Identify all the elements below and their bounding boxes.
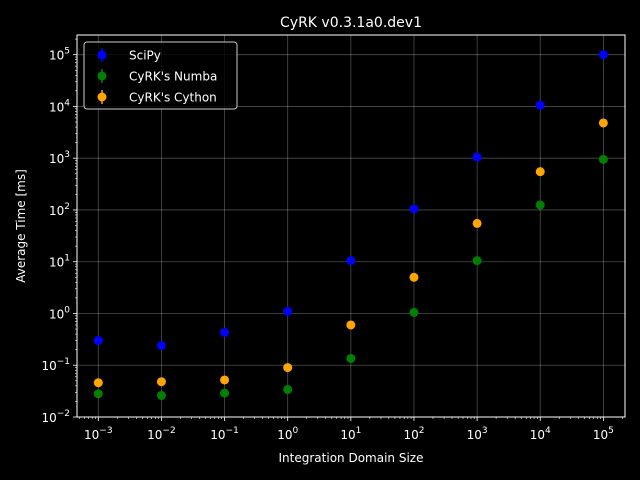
data-point [156, 377, 166, 387]
x-tick-label: 10−3 [84, 426, 113, 442]
y-tick-label: 102 [49, 202, 70, 218]
legend-marker [97, 92, 107, 102]
data-point [93, 336, 103, 346]
data-point [156, 391, 166, 401]
data-point [472, 152, 482, 162]
x-tick-label: 104 [530, 426, 551, 442]
legend: SciPy CyRK's Numba CyRK's Cython [83, 41, 238, 110]
data-point [220, 327, 230, 337]
x-tick-label: 103 [467, 426, 488, 442]
data-point [346, 256, 356, 266]
y-tick-label: 10−1 [41, 357, 70, 373]
data-point [93, 389, 103, 399]
y-tick-label: 101 [49, 254, 70, 270]
data-point [598, 154, 608, 164]
legend-marker [97, 71, 107, 81]
data-point [93, 378, 103, 388]
series-0 [93, 50, 608, 351]
data-point [283, 306, 293, 316]
data-point [220, 375, 230, 385]
legend-label: CyRK's Cython [129, 91, 217, 105]
x-tick-label: 100 [277, 426, 298, 442]
data-point [535, 100, 545, 110]
data-point [598, 118, 608, 128]
data-point [346, 353, 356, 363]
x-tick-label: 10−1 [210, 426, 239, 442]
data-point [472, 256, 482, 266]
data-point [283, 363, 293, 373]
x-tick-label: 10−2 [147, 426, 176, 442]
x-tick-label: 105 [593, 426, 614, 442]
series-1 [93, 154, 608, 401]
x-axis-label: Integration Domain Size [279, 451, 424, 465]
data-point [156, 341, 166, 351]
x-tick-label: 101 [340, 426, 361, 442]
y-axis: 10−2 10−1 100 101 102 103 104 105 [41, 38, 77, 425]
y-tick-label: 105 [49, 47, 70, 63]
x-tick-label: 102 [403, 426, 424, 442]
y-tick-label: 10−2 [41, 409, 70, 425]
data-point [535, 200, 545, 210]
legend-box [83, 41, 238, 110]
data-point [409, 272, 419, 282]
chart-title: CyRK v0.3.1a0.dev1 [280, 15, 422, 31]
legend-marker [97, 50, 107, 60]
legend-label: CyRK's Numba [129, 70, 217, 84]
data-point [535, 167, 545, 177]
data-point [220, 388, 230, 398]
y-tick-label: 103 [49, 150, 70, 166]
data-markers [93, 50, 608, 401]
legend-label: SciPy [129, 49, 161, 63]
y-axis-label: Average Time [ms] [14, 169, 28, 283]
data-point [409, 307, 419, 317]
data-point [346, 320, 356, 330]
series-2 [93, 118, 608, 388]
data-point [283, 384, 293, 394]
data-point [472, 218, 482, 228]
y-tick-label: 104 [49, 98, 70, 114]
y-tick-label: 100 [49, 305, 70, 321]
x-axis: 10−3 10−2 10−1 100 101 102 103 104 105 [78, 417, 623, 442]
data-point [409, 204, 419, 214]
data-point [598, 50, 608, 60]
